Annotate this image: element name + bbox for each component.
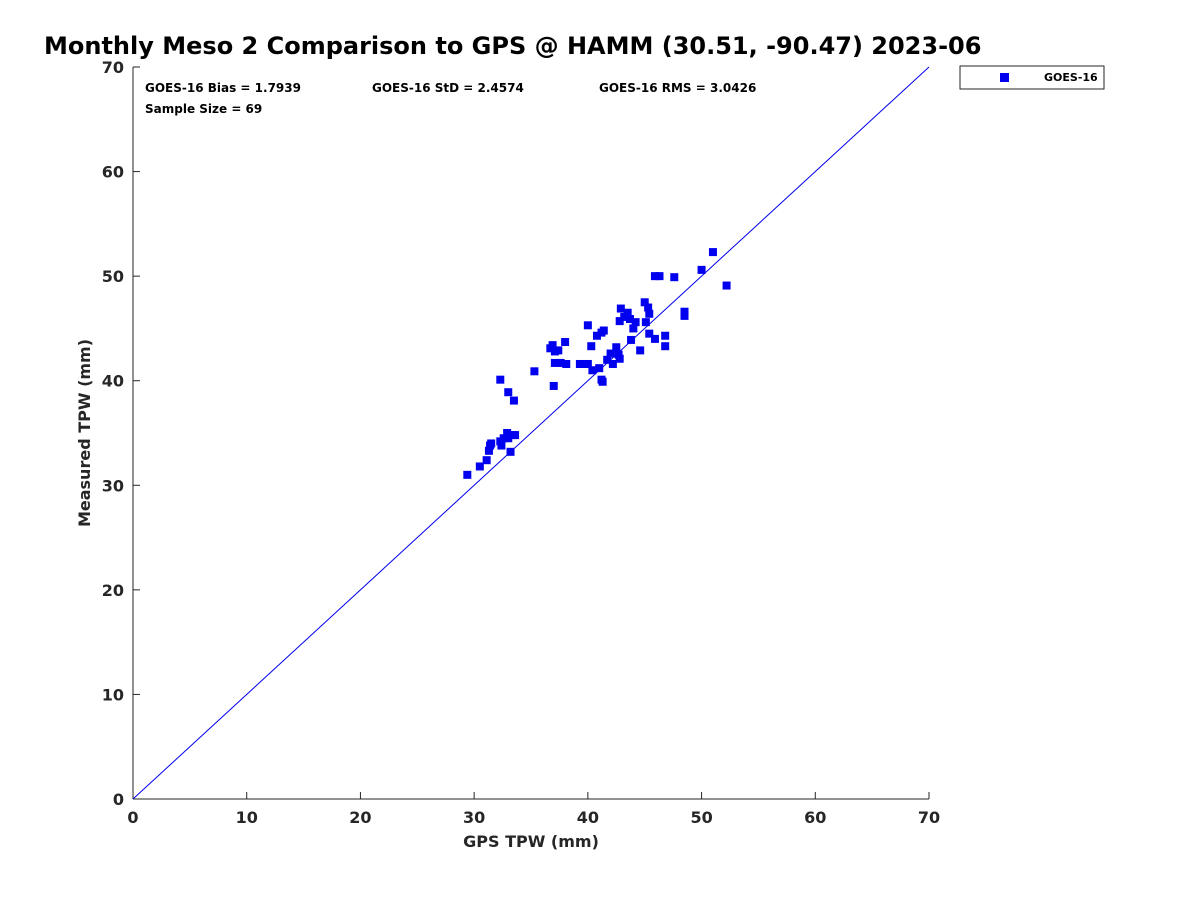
- one-to-one-line: [132, 66, 930, 800]
- data-point: [506, 447, 515, 456]
- data-point: [561, 338, 570, 347]
- data-point: [549, 381, 558, 390]
- data-point: [612, 343, 621, 352]
- stat-rms: GOES-16 RMS = 3.0426: [599, 81, 756, 95]
- data-point: [722, 281, 731, 290]
- data-point: [499, 434, 508, 443]
- data-point: [631, 318, 640, 327]
- data-point: [641, 318, 650, 327]
- data-point: [556, 358, 565, 367]
- x-tick-label: 40: [577, 808, 599, 827]
- y-axis-label: Measured TPW (mm): [75, 339, 94, 527]
- x-tick-label: 0: [127, 808, 138, 827]
- data-point: [503, 429, 512, 437]
- data-point: [595, 364, 604, 373]
- stat-sample-size: Sample Size = 69: [145, 102, 262, 116]
- x-ticks: 0 10 20 30 40 50 60 70: [127, 792, 940, 827]
- x-tick-label: 70: [918, 808, 940, 827]
- y-tick-label: 70: [102, 58, 124, 77]
- data-point: [583, 359, 592, 368]
- data-point: [562, 359, 571, 368]
- data-point: [661, 342, 670, 351]
- data-point: [636, 346, 645, 355]
- x-tick-label: 30: [463, 808, 485, 827]
- x-tick-label: 60: [804, 808, 826, 827]
- data-point: [697, 265, 706, 274]
- data-point: [482, 456, 491, 465]
- data-point: [645, 329, 654, 338]
- data-point: [680, 311, 689, 320]
- data-point: [548, 341, 557, 350]
- data-point: [620, 312, 629, 321]
- data-point: [623, 308, 632, 317]
- y-ticks: 0 10 20 30 40 50 60 70: [102, 58, 140, 809]
- data-point: [592, 331, 601, 340]
- data-point: [608, 359, 617, 368]
- data-point: [615, 354, 624, 363]
- data-point: [625, 315, 634, 324]
- data-point: [670, 273, 679, 282]
- data-point: [644, 303, 653, 312]
- x-axis-label: GPS TPW (mm): [463, 832, 599, 851]
- data-point: [496, 375, 505, 384]
- data-point: [598, 377, 607, 386]
- data-point: [661, 331, 670, 340]
- data-point: [629, 324, 638, 333]
- data-points: [463, 248, 731, 479]
- y-tick-label: 30: [102, 476, 124, 495]
- data-point: [616, 304, 625, 313]
- data-point: [650, 334, 659, 343]
- legend: GOES-16: [959, 65, 1105, 90]
- y-tick-label: 0: [113, 790, 124, 809]
- legend-box: [959, 65, 1105, 90]
- data-point: [615, 317, 624, 326]
- plot-axes: [132, 67, 929, 800]
- y-tick-label: 40: [102, 372, 124, 391]
- data-point: [497, 441, 506, 450]
- data-point: [606, 349, 615, 358]
- data-point: [484, 446, 493, 455]
- x-tick-label: 50: [690, 808, 712, 827]
- data-point: [475, 462, 484, 471]
- data-point: [511, 431, 520, 440]
- data-point: [575, 359, 584, 368]
- data-point: [645, 309, 654, 318]
- data-point: [550, 358, 559, 367]
- data-point: [583, 321, 592, 330]
- data-point: [614, 350, 623, 359]
- y-tick-label: 60: [102, 163, 124, 182]
- data-point: [463, 470, 472, 479]
- y-tick-label: 10: [102, 685, 124, 704]
- data-point: [640, 298, 649, 307]
- x-tick-label: 10: [236, 808, 258, 827]
- legend-label: GOES-16: [1044, 71, 1098, 84]
- chart-title: Monthly Meso 2 Comparison to GPS @ HAMM …: [44, 32, 981, 60]
- data-point: [487, 439, 496, 448]
- legend-marker: [1000, 73, 1009, 82]
- y-tick-label: 50: [102, 267, 124, 286]
- data-point: [587, 342, 596, 351]
- data-point: [680, 307, 689, 316]
- data-point: [599, 326, 608, 335]
- data-point: [530, 367, 539, 376]
- stat-bias: GOES-16 Bias = 1.7939: [145, 81, 301, 95]
- data-point: [554, 346, 563, 355]
- data-point: [603, 355, 612, 364]
- stat-std: GOES-16 StD = 2.4574: [372, 81, 524, 95]
- data-point: [650, 272, 659, 281]
- data-point: [588, 366, 597, 375]
- x-tick-label: 20: [349, 808, 371, 827]
- data-point: [655, 272, 664, 281]
- y-tick-label: 20: [102, 581, 124, 600]
- data-point: [627, 335, 636, 344]
- data-point: [509, 396, 518, 405]
- data-point: [504, 434, 513, 443]
- data-point: [504, 388, 513, 397]
- data-point: [708, 248, 717, 257]
